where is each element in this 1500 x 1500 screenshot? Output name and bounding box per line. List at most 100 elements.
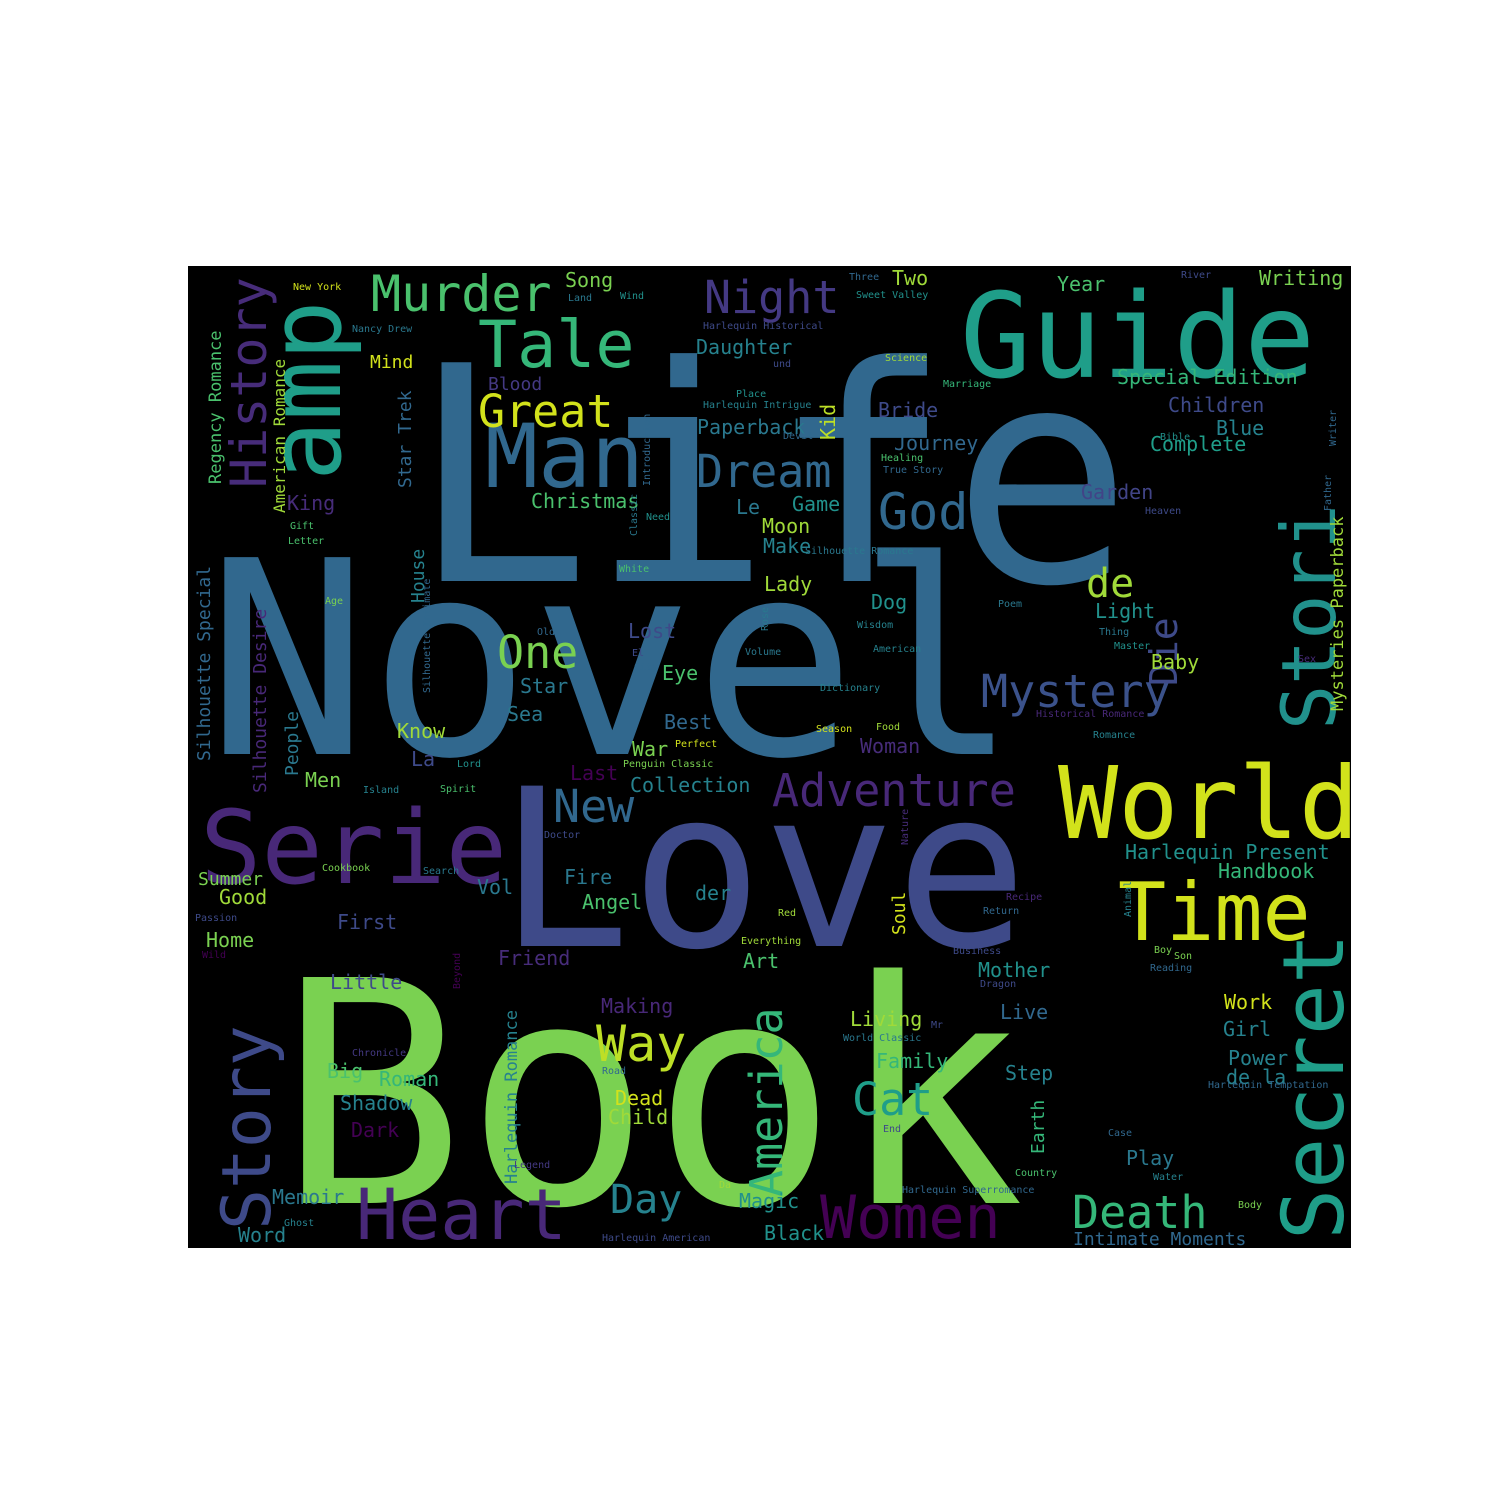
word-harlequin-historical: Harlequin Historical — [703, 321, 823, 332]
word-new: New — [553, 780, 635, 833]
word-step: Step — [1005, 1061, 1053, 1085]
word-kid: Kid — [816, 404, 840, 440]
word-love: Love — [498, 742, 1028, 998]
word-moon: Moon — [762, 514, 810, 538]
word-girl: Girl — [1223, 1017, 1271, 1041]
word-little: Little — [330, 970, 402, 994]
word-america: America — [740, 1007, 793, 1197]
word-soul: Soul — [889, 892, 910, 935]
word-classic: Classic — [629, 494, 640, 536]
word-living: Living — [850, 1007, 922, 1031]
word-harlequin-present: Harlequin Present — [1125, 840, 1330, 864]
word-big: Big — [327, 1059, 363, 1083]
word-stori: Stori — [1265, 504, 1351, 730]
word-work: Work — [1224, 990, 1272, 1014]
word-world-classic: World Classic — [843, 1033, 921, 1044]
word-volume: Volume — [745, 647, 781, 658]
word-healing: Healing — [881, 453, 923, 464]
word-earth: Earth — [1028, 1100, 1049, 1154]
word-search: Search — [423, 866, 459, 877]
word-de: de — [1086, 561, 1134, 607]
word-last: Last — [570, 761, 618, 785]
word-magic: Magic — [739, 1189, 799, 1213]
word-handbook: Handbook — [1218, 859, 1314, 883]
word-season: Season — [816, 724, 852, 735]
word-guide: Guide — [960, 267, 1315, 405]
word-way: Way — [596, 1015, 686, 1073]
word-penguin-classic: Penguin Classic — [623, 759, 713, 770]
word-make: Make — [763, 534, 811, 558]
word-men: Men — [305, 768, 341, 792]
word-adventure: Adventure — [772, 764, 1016, 817]
word-sex: Sex — [1298, 654, 1316, 665]
word-amp: amp — [247, 300, 364, 481]
word-mind: Mind — [370, 352, 413, 373]
word-baby: Baby — [1151, 650, 1199, 674]
word-dead: Dead — [615, 1086, 663, 1110]
word-nature: Nature — [900, 809, 911, 845]
word-need: Need — [646, 512, 670, 523]
word-light: Light — [1095, 599, 1155, 623]
word-family: Family — [876, 1049, 948, 1073]
word-water: Water — [1153, 1172, 1183, 1183]
word-regency-romance: Regency Romance — [206, 330, 226, 484]
word-making: Making — [601, 994, 673, 1018]
word-novel: Novel — [206, 503, 1019, 818]
word-blood: Blood — [488, 374, 542, 395]
word-good: Good — [219, 885, 267, 909]
word-dream: Dream — [696, 445, 831, 498]
word-blue: Blue — [1216, 416, 1264, 440]
word-world: World — [1058, 745, 1351, 862]
word-american-romance: American Romance — [270, 359, 289, 513]
word-collection: Collection — [630, 773, 750, 797]
word-writer: Writer — [1328, 410, 1339, 446]
word-perfect: Perfect — [675, 739, 717, 750]
word-gift: Gift — [290, 521, 314, 532]
word-paperback: Paperback — [697, 415, 805, 439]
word-recipe: Recipe — [1006, 892, 1042, 903]
word-roman: Roman — [379, 1067, 439, 1091]
word-murder: Murder — [371, 266, 552, 323]
word-christmas: Christmas — [531, 489, 639, 513]
word-war: War — [632, 737, 668, 761]
word-first: First — [337, 910, 397, 934]
word-king: King — [287, 491, 335, 515]
word-land: Land — [568, 293, 592, 304]
word-place: Place — [736, 389, 766, 400]
word-best: Best — [664, 710, 712, 734]
word-house: House — [408, 549, 429, 603]
word-introduction: Introduction — [642, 414, 653, 486]
word-dog: Dog — [871, 590, 907, 614]
word-art: Art — [743, 949, 779, 973]
word-writing: Writing — [1259, 266, 1343, 290]
word-doctor: Doctor — [544, 830, 580, 841]
word-thing: Thing — [1099, 627, 1129, 638]
word-woman: Woman — [860, 734, 920, 758]
word-american: American — [873, 644, 921, 655]
word-animal: Animal — [1123, 881, 1134, 917]
word-women: Women — [820, 1183, 1001, 1248]
word-god: God — [878, 483, 968, 541]
word-secret: Secret — [1265, 933, 1351, 1240]
word-one: One — [497, 626, 578, 679]
word-lord: Lord — [457, 759, 481, 770]
word-star: Star — [520, 674, 568, 698]
word-legend: Legend — [514, 1160, 550, 1171]
word-sea: Sea — [507, 702, 543, 726]
word-silhouette-romance: Silhouette Romance — [805, 546, 913, 557]
word-island: Island — [363, 785, 399, 796]
word-country: Country — [1015, 1168, 1057, 1179]
word-business: Business — [953, 946, 1001, 957]
word-eye: Eye — [662, 661, 698, 685]
word-time: Time — [1118, 866, 1311, 959]
word-power: Power — [1228, 1046, 1288, 1070]
word-night: Night — [704, 271, 839, 324]
word-rose: Rose — [760, 607, 771, 631]
word-de-la: de la — [1226, 1065, 1286, 1089]
word-shadow: Shadow — [340, 1091, 413, 1115]
word-marriage: Marriage — [943, 379, 991, 390]
word-great: Great — [478, 385, 613, 438]
word-mystery: Mystery — [981, 665, 1171, 718]
word-le: Le — [736, 495, 760, 519]
word-body: Body — [1238, 1200, 1262, 1211]
